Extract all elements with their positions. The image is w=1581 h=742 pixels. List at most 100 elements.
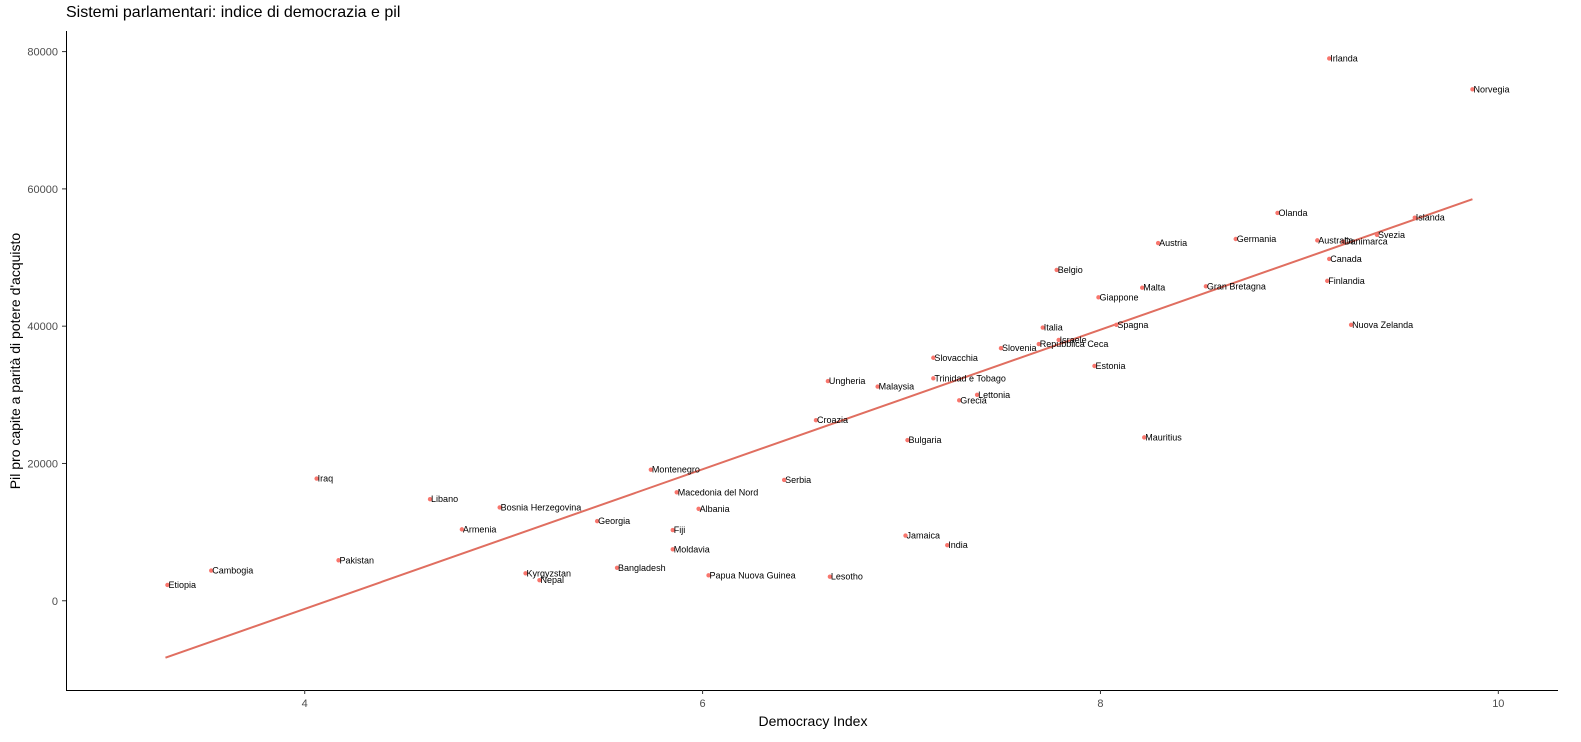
- data-point: [497, 505, 502, 510]
- data-point: [165, 582, 170, 588]
- data-point-label: Malaysia: [879, 382, 915, 392]
- data-point: [523, 571, 528, 576]
- data-point-label: Jamaica: [906, 531, 940, 541]
- data-point-label: Fiji: [674, 525, 686, 535]
- data-point-label: India: [948, 540, 968, 550]
- data-point-label: Nuova Zelanda: [1352, 320, 1413, 330]
- data-point-label: Serbia: [785, 475, 811, 485]
- data-point: [1374, 232, 1380, 238]
- data-point: [706, 573, 711, 578]
- data-point-label: Ungheria: [829, 376, 866, 386]
- data-point-label: Germania: [1237, 234, 1277, 244]
- data-point-label: Giappone: [1099, 292, 1138, 302]
- data-point: [1470, 87, 1475, 92]
- data-point: [813, 418, 819, 423]
- data-point: [957, 398, 962, 403]
- data-point: [674, 490, 679, 495]
- data-point-label: Australia: [1318, 235, 1353, 245]
- data-point: [998, 345, 1004, 351]
- data-point: [1348, 322, 1354, 328]
- data-point: [827, 574, 833, 579]
- data-point: [1412, 215, 1417, 220]
- data-point-label: Repubblica Ceca: [1040, 339, 1109, 349]
- data-point: [1092, 363, 1097, 369]
- data-point-label: Macedonia del Nord: [678, 487, 759, 497]
- data-point-label: Georgia: [598, 516, 630, 526]
- y-tick-label: 20000: [27, 458, 58, 470]
- data-point: [1315, 238, 1320, 243]
- y-ticks: 0 20000 40000 60000 80000: [27, 47, 66, 608]
- data-point: [670, 527, 675, 533]
- y-tick-label: 80000: [27, 47, 58, 59]
- data-point-label: Gran Bretagna: [1207, 281, 1266, 291]
- data-point: [594, 518, 600, 524]
- data-point-label: Cambogia: [212, 566, 253, 576]
- data-point-label: Kyrgyzstan: [527, 568, 572, 578]
- data-point-label: Papua Nuova Guinea: [710, 570, 796, 580]
- data-point-label: Israele: [1060, 335, 1087, 345]
- data-point: [1142, 435, 1147, 440]
- data-point: [1056, 337, 1061, 343]
- chart-title: Sistemi parlamentari: indice di democraz…: [66, 4, 401, 21]
- data-point-label: Canada: [1330, 254, 1362, 264]
- data-point: [696, 506, 701, 511]
- data-point-label: Armenia: [463, 524, 497, 534]
- data-point-label: Lettonia: [978, 390, 1010, 400]
- data-point-label: Mauritius: [1145, 432, 1182, 442]
- x-tick-label: 6: [700, 698, 706, 710]
- data-point-label: Bangladesh: [618, 563, 666, 573]
- data-point-label: Moldavia: [674, 544, 710, 554]
- data-point-label: Austria: [1159, 238, 1187, 248]
- data-point-label: Albania: [700, 504, 730, 514]
- data-point-label: Finlandia: [1328, 276, 1365, 286]
- data-point: [875, 384, 880, 389]
- data-point: [1140, 285, 1145, 290]
- data-point-label: Slovacchia: [934, 353, 978, 363]
- data-point: [1325, 278, 1330, 284]
- x-tick-label: 8: [1097, 698, 1103, 710]
- trend-line: [165, 198, 1473, 659]
- data-point-label: Bosnia Herzegovina: [501, 502, 582, 512]
- data-point-label: Spagna: [1117, 320, 1148, 330]
- data-point-label: Etiopia: [168, 580, 196, 590]
- data-point: [1036, 341, 1041, 347]
- data-point-label: Nepal: [540, 575, 564, 585]
- data-point-label: Slovenia: [1002, 343, 1037, 353]
- data-point-label: Norvegia: [1473, 84, 1509, 94]
- data-point: [336, 558, 341, 563]
- data-point: [1054, 267, 1059, 273]
- data-point-label: Svezia: [1378, 230, 1405, 240]
- data-point: [648, 467, 654, 472]
- data-point-label: Libano: [431, 494, 458, 504]
- data-point: [1040, 325, 1045, 330]
- data-point: [537, 577, 542, 583]
- data-point: [903, 533, 908, 538]
- y-tick-label: 0: [52, 596, 58, 608]
- data-point-label: Pakistan: [340, 555, 375, 565]
- y-tick-label: 60000: [27, 184, 58, 196]
- data-point-label: Grecia: [960, 395, 987, 405]
- data-point-label: Croazia: [817, 415, 848, 425]
- data-point-label: Bulgaria: [908, 435, 941, 445]
- data-point-label: Trinidad e Tobago: [934, 373, 1006, 383]
- y-axis-title: Pil pro capite a parità di potere d'acqu…: [7, 233, 23, 490]
- data-point: [825, 378, 831, 384]
- x-ticks: 4 6 8 10: [302, 690, 1504, 710]
- data-point: [209, 568, 214, 573]
- data-point: [670, 547, 675, 552]
- data-point: [314, 476, 319, 481]
- x-axis-title: Democracy Index: [759, 713, 868, 729]
- data-point-label: Lesotho: [831, 572, 863, 582]
- x-tick-label: 10: [1492, 698, 1504, 710]
- data-point-label: Italia: [1044, 323, 1063, 333]
- data-point-label: Irlanda: [1330, 53, 1358, 63]
- data-point: [974, 392, 980, 398]
- data-point: [614, 565, 620, 571]
- data-point-label: Malta: [1143, 283, 1165, 293]
- data-point: [931, 355, 936, 360]
- data-point-label: Montenegro: [652, 465, 700, 475]
- data-point: [945, 542, 950, 548]
- data-point: [1155, 240, 1161, 246]
- data-point: [427, 496, 433, 502]
- data-point-label: Belgio: [1058, 265, 1083, 275]
